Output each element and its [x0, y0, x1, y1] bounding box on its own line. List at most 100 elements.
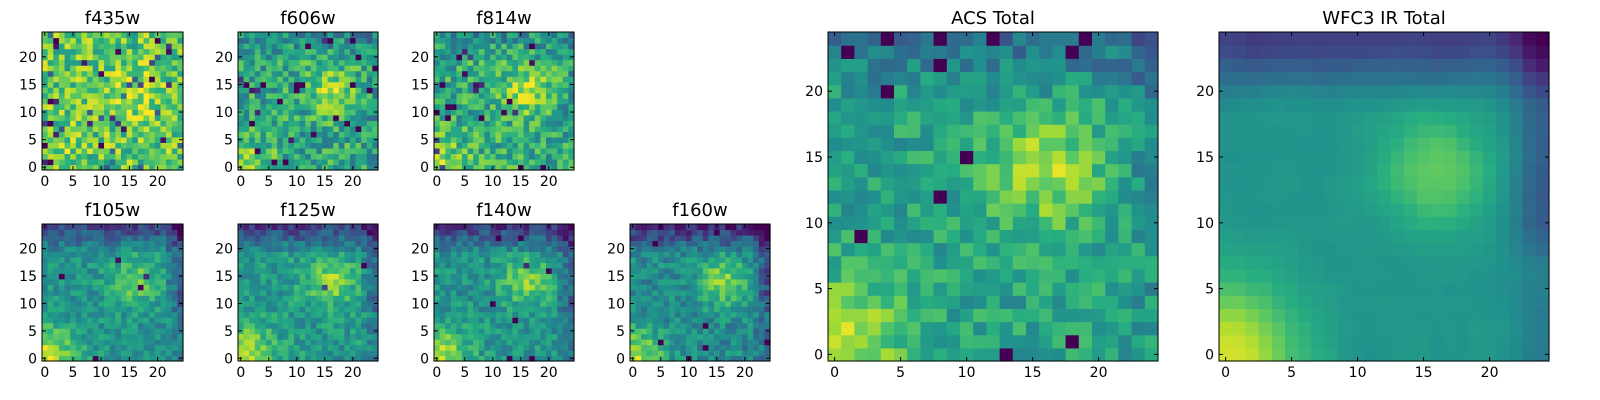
heatmap-cell: [702, 322, 709, 329]
heatmap-cell: [271, 125, 278, 132]
heatmap-cell: [87, 300, 94, 307]
heatmap-cell: [557, 262, 564, 269]
heatmap-cell: [478, 158, 485, 166]
heatmap-cell: [361, 147, 368, 155]
heatmap-cell: [674, 229, 681, 236]
heatmap-cell: [1012, 229, 1027, 244]
heatmap-cell: [58, 65, 66, 72]
heatmap-cell: [271, 317, 278, 324]
heatmap-cell: [294, 284, 301, 291]
heatmap-cell: [75, 229, 83, 236]
heatmap-cell: [282, 328, 289, 335]
heatmap-cell: [87, 229, 94, 236]
heatmap-cell: [350, 37, 357, 44]
heatmap-cell: [333, 284, 340, 291]
heatmap-cell: [104, 355, 111, 362]
heatmap-cell: [495, 289, 502, 296]
heatmap-cell: [434, 92, 441, 99]
heatmap-cell: [109, 306, 116, 313]
heatmap-cell: [104, 262, 111, 269]
heatmap-cell: [92, 153, 99, 160]
heatmap-cell: [686, 289, 693, 296]
heatmap-cell: [177, 267, 184, 274]
heatmap-cell: [177, 278, 184, 285]
heatmap-cell: [126, 262, 133, 269]
heatmap-cell: [495, 114, 502, 121]
heatmap-cell: [635, 311, 642, 318]
heatmap-cell: [986, 216, 1001, 230]
heatmap-cell: [104, 240, 111, 247]
heatmap-cell: [753, 267, 760, 274]
heatmap-cell: [344, 328, 351, 335]
heatmap-cell: [546, 289, 553, 296]
heatmap-cell: [344, 278, 351, 285]
heatmap-cell: [366, 262, 373, 269]
heatmap-cell: [243, 92, 250, 99]
heatmap-cell: [98, 153, 105, 160]
heatmap-cell: [867, 321, 882, 336]
heatmap-cell: [327, 32, 334, 39]
heatmap-cell: [523, 92, 530, 99]
panel-title: f435w: [85, 8, 140, 29]
heatmap-cell: [132, 164, 139, 171]
heatmap-cell: [282, 153, 289, 160]
heatmap-cell: [366, 65, 373, 72]
heatmap-cell: [104, 333, 111, 340]
y-tick-label: 10: [19, 296, 37, 312]
heatmap-cell: [546, 333, 553, 340]
heatmap-cell: [1078, 176, 1093, 191]
heatmap-cell: [81, 278, 88, 285]
heatmap-cell: [366, 114, 373, 121]
heatmap-cell: [288, 355, 295, 362]
heatmap-cell: [282, 311, 289, 318]
heatmap-cell: [344, 322, 351, 329]
heatmap-cell: [529, 142, 536, 149]
heatmap-cell: [546, 76, 553, 83]
heatmap-cell: [361, 278, 368, 285]
heatmap-cell: [434, 240, 441, 247]
heatmap-cell: [361, 142, 368, 149]
heatmap-cell: [64, 251, 71, 258]
heatmap-cell: [372, 114, 379, 121]
heatmap-cell: [333, 344, 340, 351]
heatmap-cell: [260, 317, 267, 324]
heatmap-cell: [495, 125, 502, 132]
heatmap-cell: [254, 339, 261, 346]
y-tick-label: 20: [411, 50, 429, 66]
heatmap-cell: [288, 81, 295, 88]
heatmap-cell: [266, 103, 273, 110]
heatmap-cell: [445, 289, 452, 296]
heatmap-cell: [58, 278, 66, 285]
heatmap-cell: [753, 328, 760, 335]
heatmap-cell: [518, 136, 525, 143]
heatmap-cell: [53, 278, 60, 285]
heatmap-cell: [1078, 163, 1093, 178]
heatmap-cell: [322, 295, 329, 302]
heatmap-cell: [277, 295, 284, 302]
heatmap-cell: [557, 109, 564, 116]
heatmap-cell: [271, 295, 278, 302]
heatmap-cell: [277, 350, 284, 357]
heatmap-cell: [512, 240, 519, 247]
heatmap-cell: [327, 59, 334, 66]
heatmap-cell: [445, 339, 452, 346]
heatmap-cell: [501, 109, 508, 116]
heatmap-cell: [1065, 229, 1080, 244]
heatmap-cell: [299, 262, 306, 269]
heatmap-cell: [271, 289, 278, 296]
heatmap-cell: [495, 339, 502, 346]
heatmap-cell: [137, 147, 145, 155]
heatmap-cell: [691, 355, 698, 362]
heatmap-cell: [546, 92, 553, 99]
heatmap-cell: [512, 32, 519, 39]
heatmap-cell: [674, 339, 681, 346]
heatmap-cell: [366, 81, 373, 88]
heatmap-cell: [143, 109, 150, 116]
heatmap-cell: [523, 65, 530, 72]
heatmap-cell: [166, 32, 173, 39]
heatmap-cell: [557, 267, 564, 274]
heatmap-cell: [439, 306, 446, 313]
heatmap-cell: [450, 158, 457, 166]
heatmap-cell: [999, 295, 1014, 309]
heatmap-cell: [473, 120, 480, 127]
